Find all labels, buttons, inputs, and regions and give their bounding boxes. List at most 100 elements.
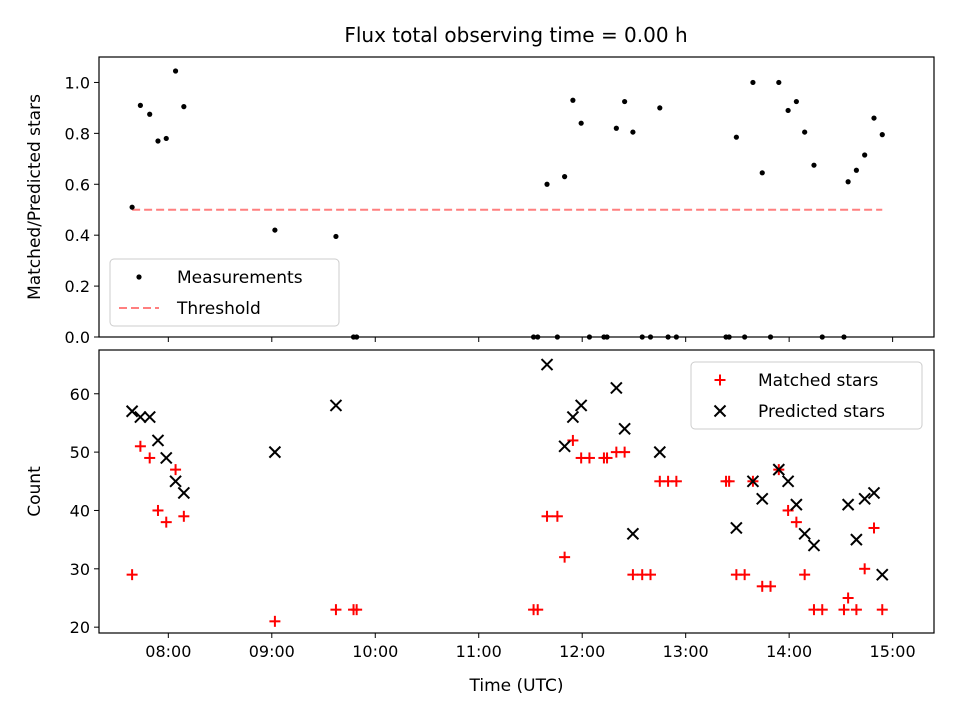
legend-measurement-swatch [136, 274, 142, 280]
y-tick-label: 0.6 [65, 175, 90, 194]
x-tick-label: 11:00 [456, 642, 502, 661]
measurement-point [871, 115, 877, 121]
measurement-point [845, 179, 851, 185]
matched-star-point [551, 510, 563, 522]
legend: Measurements Threshold [109, 258, 340, 327]
predicted-star-point-b [626, 527, 640, 541]
y-axis-label: Count [25, 466, 45, 517]
measurement-point [613, 125, 619, 131]
figure-title: Flux total observing time = 0.00 h [344, 23, 687, 47]
y-tick-label: 40 [70, 501, 90, 520]
matched-star-point [850, 604, 862, 616]
y-tick-label: 20 [70, 618, 90, 637]
predicted-star-point [858, 492, 871, 506]
predicted-star-point [169, 475, 182, 488]
matched-star-point [627, 569, 639, 581]
predicted-star-point [574, 399, 588, 412]
predicted-star-point-b [867, 486, 881, 500]
predicted-star-point [566, 410, 580, 424]
matched-star-point [644, 569, 656, 581]
matched-star-point [790, 516, 802, 528]
y-axis-label: Matched/Predicted stars [25, 94, 45, 300]
measurement-point [630, 129, 636, 135]
measurement-point [137, 102, 143, 108]
predicted-star-point [867, 486, 881, 500]
predicted-star-point [876, 568, 889, 581]
measurement-point [622, 98, 628, 105]
measurement-point [785, 107, 791, 114]
predicted-star-point [746, 475, 760, 488]
x-tick-label: 15:00 [870, 642, 916, 661]
matched-star-point [152, 504, 164, 516]
predicted-star-point [626, 527, 640, 541]
predicted-star-point-b [746, 475, 760, 488]
matched-star-point [868, 522, 880, 534]
predicted-star-point-b [653, 445, 667, 459]
predicted-star-point [540, 358, 554, 371]
ratio-panel: 0.0 0.2 0.4 0.6 0.8 1.0 Matched/Predicted star… [25, 56, 935, 347]
predicted-star-point-b [177, 486, 191, 500]
matched-star-point [541, 510, 553, 522]
x-tick-label: 08:00 [145, 642, 191, 661]
predicted-star-point-b [841, 498, 855, 511]
matched-star-point [126, 569, 138, 581]
predicted-star-point-b [143, 410, 156, 424]
matched-star-point [859, 563, 871, 575]
measurement-point [802, 129, 808, 135]
predicted-star-point-b [798, 527, 811, 541]
predicted-star-point [756, 492, 769, 506]
predicted-star-point [134, 410, 147, 424]
predicted-star-point-b [268, 445, 282, 459]
y-tick-label: 0.4 [65, 226, 90, 245]
axes-frame [98, 56, 935, 338]
matched-star-point [178, 510, 190, 522]
matched-star-point [583, 452, 595, 464]
y-tick-label: 1.0 [65, 73, 90, 92]
measurement-point [147, 111, 153, 117]
measurement-point [129, 204, 135, 210]
measurement-point [862, 152, 868, 158]
predicted-star-point [558, 440, 571, 453]
x-tick-label: 13:00 [663, 642, 709, 661]
matched-star-point [532, 604, 544, 616]
y-tick-label: 0.2 [65, 277, 90, 296]
measurement-point [181, 104, 187, 110]
matched-star-point [160, 516, 172, 528]
legend-label: Measurements [177, 268, 303, 288]
predicted-star-point [807, 539, 821, 552]
y-tick-label: 0.0 [65, 328, 90, 347]
matched-star-point [816, 604, 828, 616]
matched-star-point [144, 452, 156, 464]
predicted-star-point-b [858, 492, 871, 506]
measurement-point [163, 135, 169, 142]
measurement-point [562, 174, 568, 180]
measurement-point [155, 138, 161, 144]
predicted-star-point [329, 399, 343, 412]
measurement-point [853, 167, 859, 173]
y-tick-label: 50 [70, 443, 90, 462]
matched-star-point [799, 569, 811, 581]
matched-star-point [269, 615, 281, 627]
legend-predicted-swatch-b [713, 404, 727, 418]
legend-frame [109, 258, 340, 327]
matched-star-point [619, 446, 631, 458]
matched-star-point [351, 604, 363, 616]
x-tick-label: 10:00 [352, 642, 398, 661]
predicted-star-point-b [125, 405, 139, 418]
predicted-star-point [841, 498, 855, 511]
matched-star-point [670, 475, 682, 487]
predicted-star-point-b [134, 410, 147, 424]
measurement-point [879, 132, 885, 138]
legend: Matched stars Predicted stars [690, 361, 923, 430]
predicted-star-point-b [618, 422, 631, 435]
measurement-point [733, 134, 739, 140]
measurement-point [544, 181, 550, 187]
predicted-star-point [177, 486, 191, 500]
predicted-star-point [618, 422, 631, 435]
matched-star-point [723, 475, 735, 487]
predicted-star-point-b [850, 533, 863, 546]
measurement-point [272, 227, 278, 233]
predicted-star-point-b [730, 521, 743, 535]
matched-star-point [170, 464, 182, 476]
